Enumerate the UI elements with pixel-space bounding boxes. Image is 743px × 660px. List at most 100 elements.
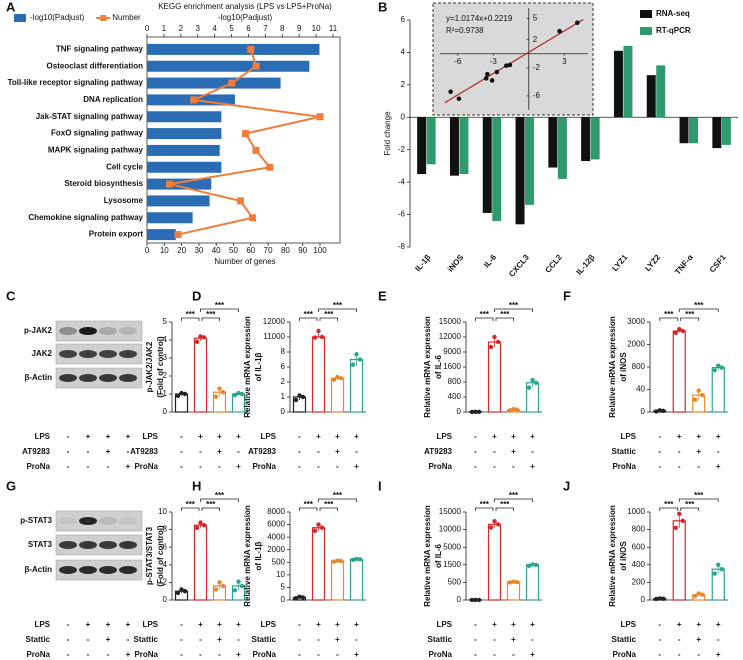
data-point (300, 595, 306, 600)
legend-label: RT-qPCR (656, 26, 691, 35)
condition-sign: - (180, 462, 183, 471)
significance-label: *** (324, 310, 334, 319)
bar (311, 527, 326, 601)
bar (590, 117, 600, 160)
condition-sign: + (530, 462, 535, 471)
condition-sign: + (530, 620, 535, 629)
y-tick-label: 10000 (439, 525, 462, 534)
panel-letter: B (378, 0, 387, 14)
condition-sign: + (217, 620, 222, 629)
scatter-point (507, 62, 513, 68)
data-point (533, 380, 539, 385)
data-point (335, 558, 340, 563)
significance-label: *** (694, 301, 704, 310)
bar (147, 161, 222, 173)
y-tick-label: 2000 (627, 340, 645, 349)
condition-sign: - (474, 462, 477, 471)
y-tick-label: 0 (457, 595, 462, 604)
condition-sign: - (658, 620, 661, 629)
condition-sign: + (316, 620, 321, 629)
condition-sign: - (67, 447, 70, 456)
bar (459, 117, 469, 175)
category-label: DNA replication (83, 95, 143, 104)
data-point (700, 392, 705, 398)
significance-bracket (318, 498, 357, 502)
bar (672, 330, 686, 413)
condition-name: ProNa (26, 462, 50, 471)
condition-sign: - (512, 650, 515, 659)
y-tick-label: 0 (457, 407, 462, 416)
y-axis-title: Relative mRNA expression (243, 316, 252, 418)
blot-band (99, 350, 117, 358)
y-tick-label: 400 (448, 392, 462, 401)
condition-name: ProNa (428, 650, 452, 659)
scatter-point (575, 20, 580, 26)
y-tick-label: 600 (632, 542, 646, 551)
data-point (526, 563, 532, 569)
data-point (719, 567, 724, 572)
blot-band (119, 374, 137, 382)
data-point (473, 409, 478, 414)
blot-band (59, 350, 77, 358)
x-tick-label: 8 (280, 24, 285, 33)
y-tick-label: 800 (632, 525, 646, 534)
y-tick-label: 4 (401, 48, 406, 57)
data-point (693, 397, 698, 402)
condition-name: AT9283 (248, 447, 276, 456)
significance-bracket (475, 507, 494, 511)
condition-sign: - (493, 650, 496, 659)
blot-label: STAT3 (28, 540, 53, 549)
bar (147, 43, 320, 55)
category-label: Osteoclast differentiation (47, 61, 144, 70)
data-point (198, 334, 203, 339)
significance-bracket (319, 507, 338, 511)
category-label: IL-12β (575, 253, 597, 277)
data-point (696, 388, 701, 393)
significance-bracket (680, 317, 700, 321)
condition-sign: + (354, 462, 359, 471)
data-point (488, 525, 494, 530)
significance-bracket (678, 308, 719, 312)
condition-sign: - (180, 650, 183, 659)
data-point (716, 363, 721, 368)
condition-sign: + (335, 432, 340, 441)
condition-sign: + (677, 620, 682, 629)
bar (711, 366, 725, 413)
bar (712, 117, 722, 149)
significance-label: *** (480, 310, 490, 319)
condition-name: ProNa (252, 462, 276, 471)
condition-sign: - (678, 635, 681, 644)
category-label: Toll-like receptor signaling pathway (8, 78, 144, 87)
significance-bracket (494, 308, 533, 312)
panel-letter: C (6, 288, 16, 303)
data-point (232, 392, 238, 398)
condition-sign: + (316, 432, 321, 441)
condition-sign: + (696, 635, 701, 644)
y-axis-title: of iNOS (619, 541, 628, 571)
blot-band (79, 517, 97, 525)
legend-marker (100, 15, 107, 21)
y-tick-label: 4 (163, 560, 168, 569)
bar (147, 195, 210, 207)
y-tick-label: 400 (632, 560, 646, 569)
data-point (297, 594, 302, 599)
y-tick-label: -6 (398, 210, 406, 219)
condition-sign: - (298, 447, 301, 456)
condition-sign: - (697, 462, 700, 471)
bar (613, 50, 623, 118)
blot-band (99, 517, 117, 525)
bar (330, 377, 345, 413)
equation: y=1.0174x+0.2219 (446, 14, 513, 23)
blot-band (79, 566, 97, 574)
y-tick-label: 0 (163, 407, 168, 416)
condition-name: LPS (34, 432, 50, 441)
condition-sign: + (217, 432, 222, 441)
significance-label: *** (206, 310, 216, 319)
y-tick-label: 10 (276, 570, 285, 579)
data-point (473, 597, 478, 603)
condition-sign: - (678, 447, 681, 456)
condition-name: LPS (142, 620, 158, 629)
condition-sign: - (678, 650, 681, 659)
condition-sign: - (474, 620, 477, 629)
condition-name: LPS (142, 432, 158, 441)
